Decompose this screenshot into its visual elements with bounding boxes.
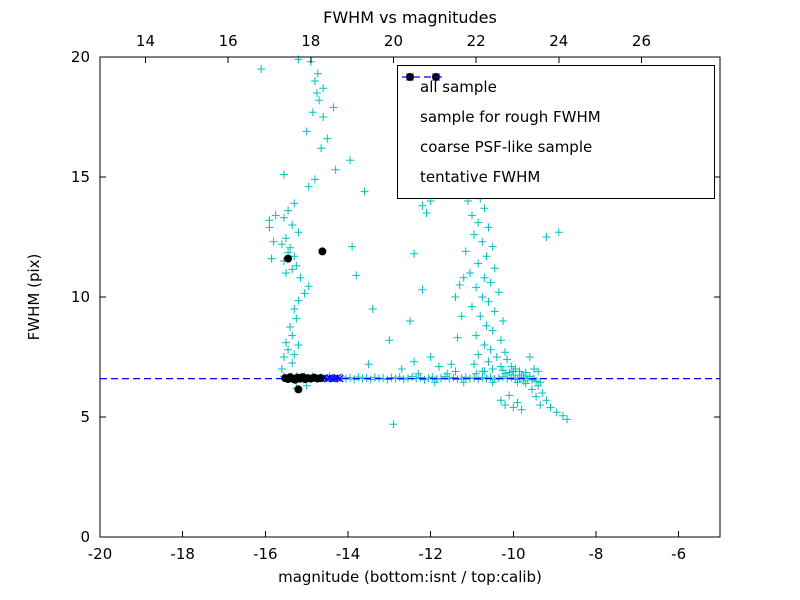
legend-label: sample for rough FWHM [420,108,601,126]
y-tick-label: 0 [80,528,90,546]
x-tick-label: -10 [501,545,526,563]
y-tick-label: 10 [71,288,90,306]
legend-label: tentative FWHM [420,168,541,186]
dashed-line-legend-marker [402,76,446,78]
legend: all sample sample for rough FWHM coarse PS… [397,65,715,199]
legend-label: coarse PSF-like sample [420,138,593,156]
x-tick-label: -20 [88,545,113,563]
legend-label: all sample [420,78,497,96]
top-tick-label: 22 [467,32,486,50]
series-circle [281,247,327,394]
y-tick-label: 20 [71,48,90,66]
x-tick-label: -8 [589,545,604,563]
legend-entry: tentative FWHM [398,76,714,192]
x-tick-label: -14 [336,545,361,563]
top-tick-label: 24 [549,32,568,50]
x-tick-label: -18 [170,545,195,563]
legend-entry: coarse PSF-like sample [398,73,714,162]
y-tick-label: 5 [80,408,90,426]
x-tick-label: -6 [671,545,686,563]
chart-title: FWHM vs magnitudes [323,8,497,27]
x-axis-label: magnitude (bottom:isnt / top:calib) [278,568,542,586]
x-tick-label: -16 [253,545,278,563]
y-axis-label: FWHM (pix) [25,253,43,341]
legend-entry: sample for rough FWHM [398,73,714,132]
top-tick-label: 14 [136,32,155,50]
top-tick-label: 26 [632,32,651,50]
top-tick-label: 16 [219,32,238,50]
x-tick-label: -12 [418,545,443,563]
y-tick-label: 15 [71,168,90,186]
top-tick-label: 18 [301,32,320,50]
top-tick-label: 20 [384,32,403,50]
